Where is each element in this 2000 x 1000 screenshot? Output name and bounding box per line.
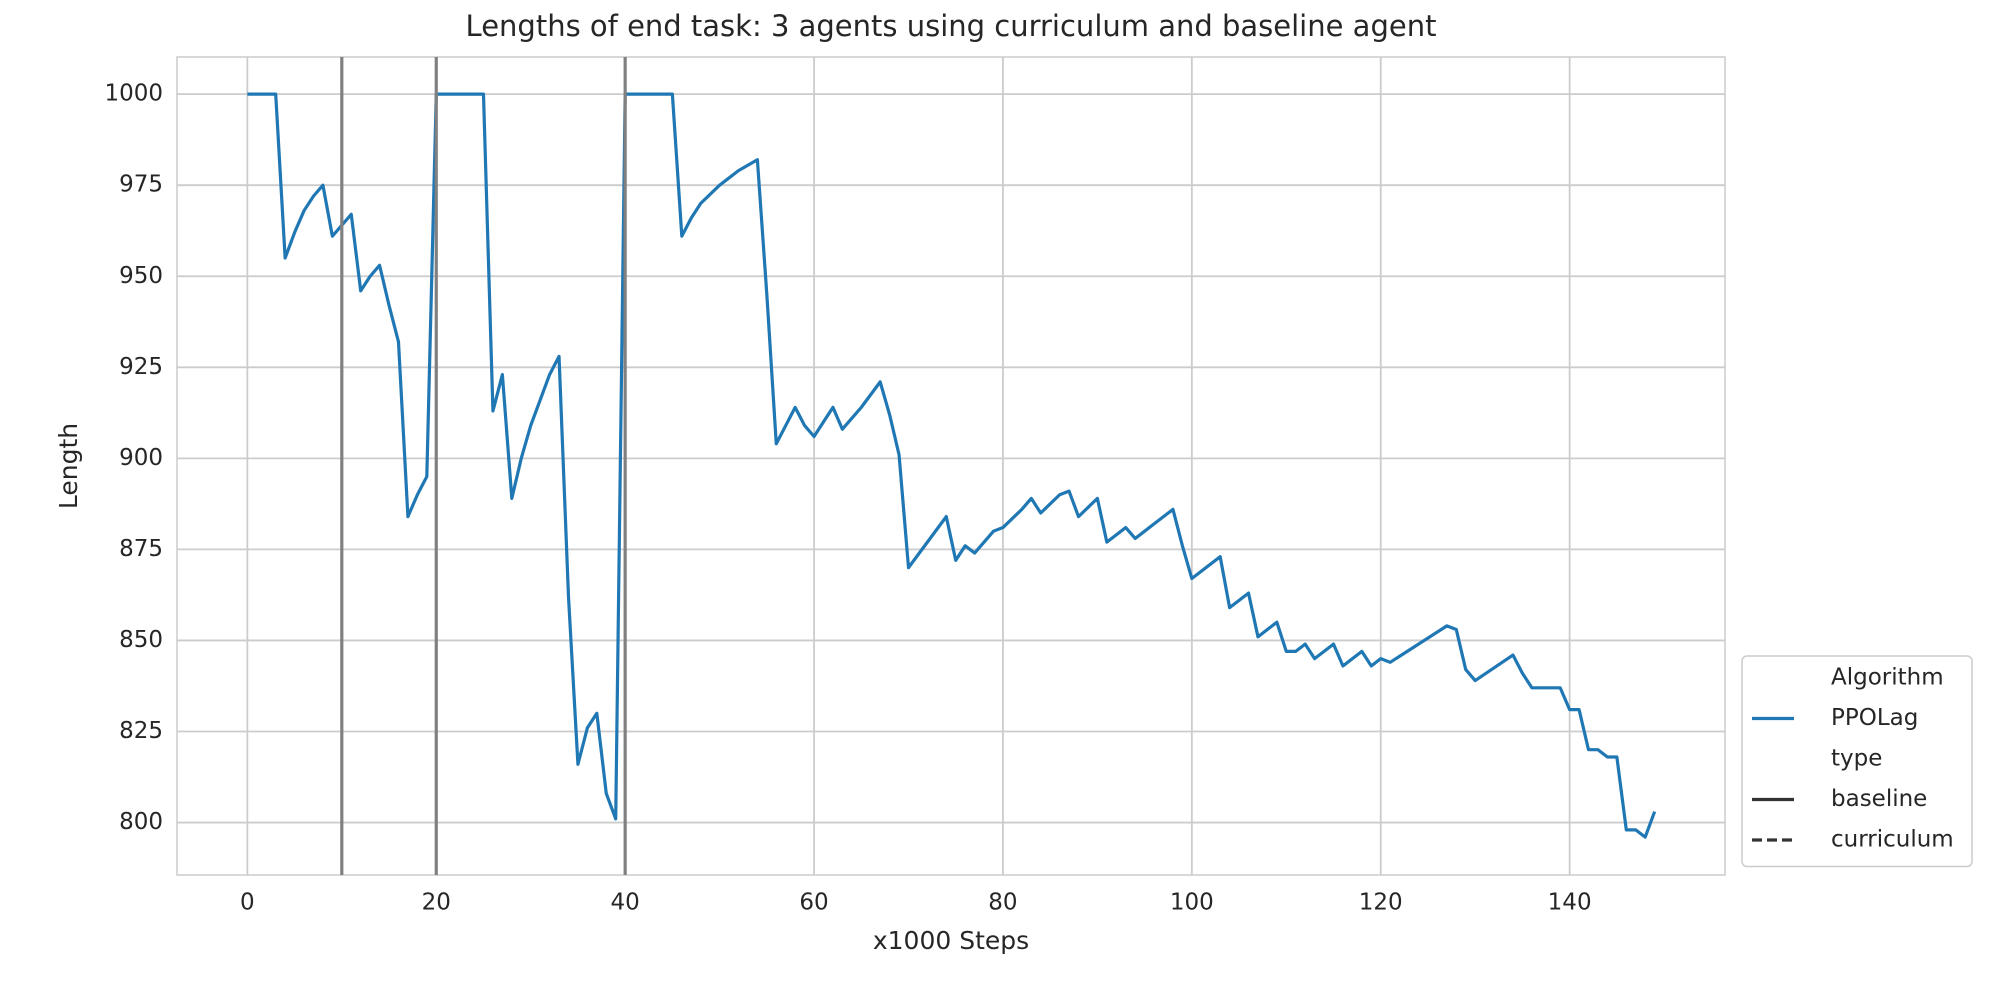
y-tick-label: 825 bbox=[119, 718, 163, 744]
legend-label: curriculum bbox=[1831, 827, 1954, 853]
x-tick-label: 100 bbox=[1170, 890, 1214, 916]
y-tick-label: 800 bbox=[119, 809, 163, 835]
y-tick-label: 975 bbox=[119, 172, 163, 198]
y-tick-label: 1000 bbox=[104, 81, 163, 107]
plot-area bbox=[176, 56, 1726, 876]
legend-title: Algorithm bbox=[1831, 665, 1944, 691]
x-tick-label: 60 bbox=[799, 890, 828, 916]
data-line bbox=[247, 92, 1657, 839]
y-tick-label: 950 bbox=[119, 263, 163, 289]
y-axis-label: Length bbox=[54, 423, 83, 509]
x-tick-label: 120 bbox=[1359, 890, 1403, 916]
x-tick-label: 0 bbox=[240, 890, 255, 916]
y-tick-label: 875 bbox=[119, 536, 163, 562]
x-tick-label: 80 bbox=[988, 890, 1017, 916]
x-tick-label: 140 bbox=[1548, 890, 1592, 916]
x-axis-label: x1000 Steps bbox=[873, 926, 1029, 955]
y-tick-label: 900 bbox=[119, 445, 163, 471]
chart-title: Lengths of end task: 3 agents using curr… bbox=[466, 9, 1437, 43]
legend-title: type bbox=[1831, 746, 1882, 772]
legend-label: PPOLag bbox=[1831, 705, 1918, 731]
x-tick-label: 40 bbox=[611, 890, 640, 916]
legend-label: baseline bbox=[1831, 786, 1927, 812]
legend-box bbox=[1741, 655, 1973, 868]
y-tick-label: 850 bbox=[119, 627, 163, 653]
x-tick-label: 20 bbox=[422, 890, 451, 916]
y-tick-label: 925 bbox=[119, 354, 163, 380]
